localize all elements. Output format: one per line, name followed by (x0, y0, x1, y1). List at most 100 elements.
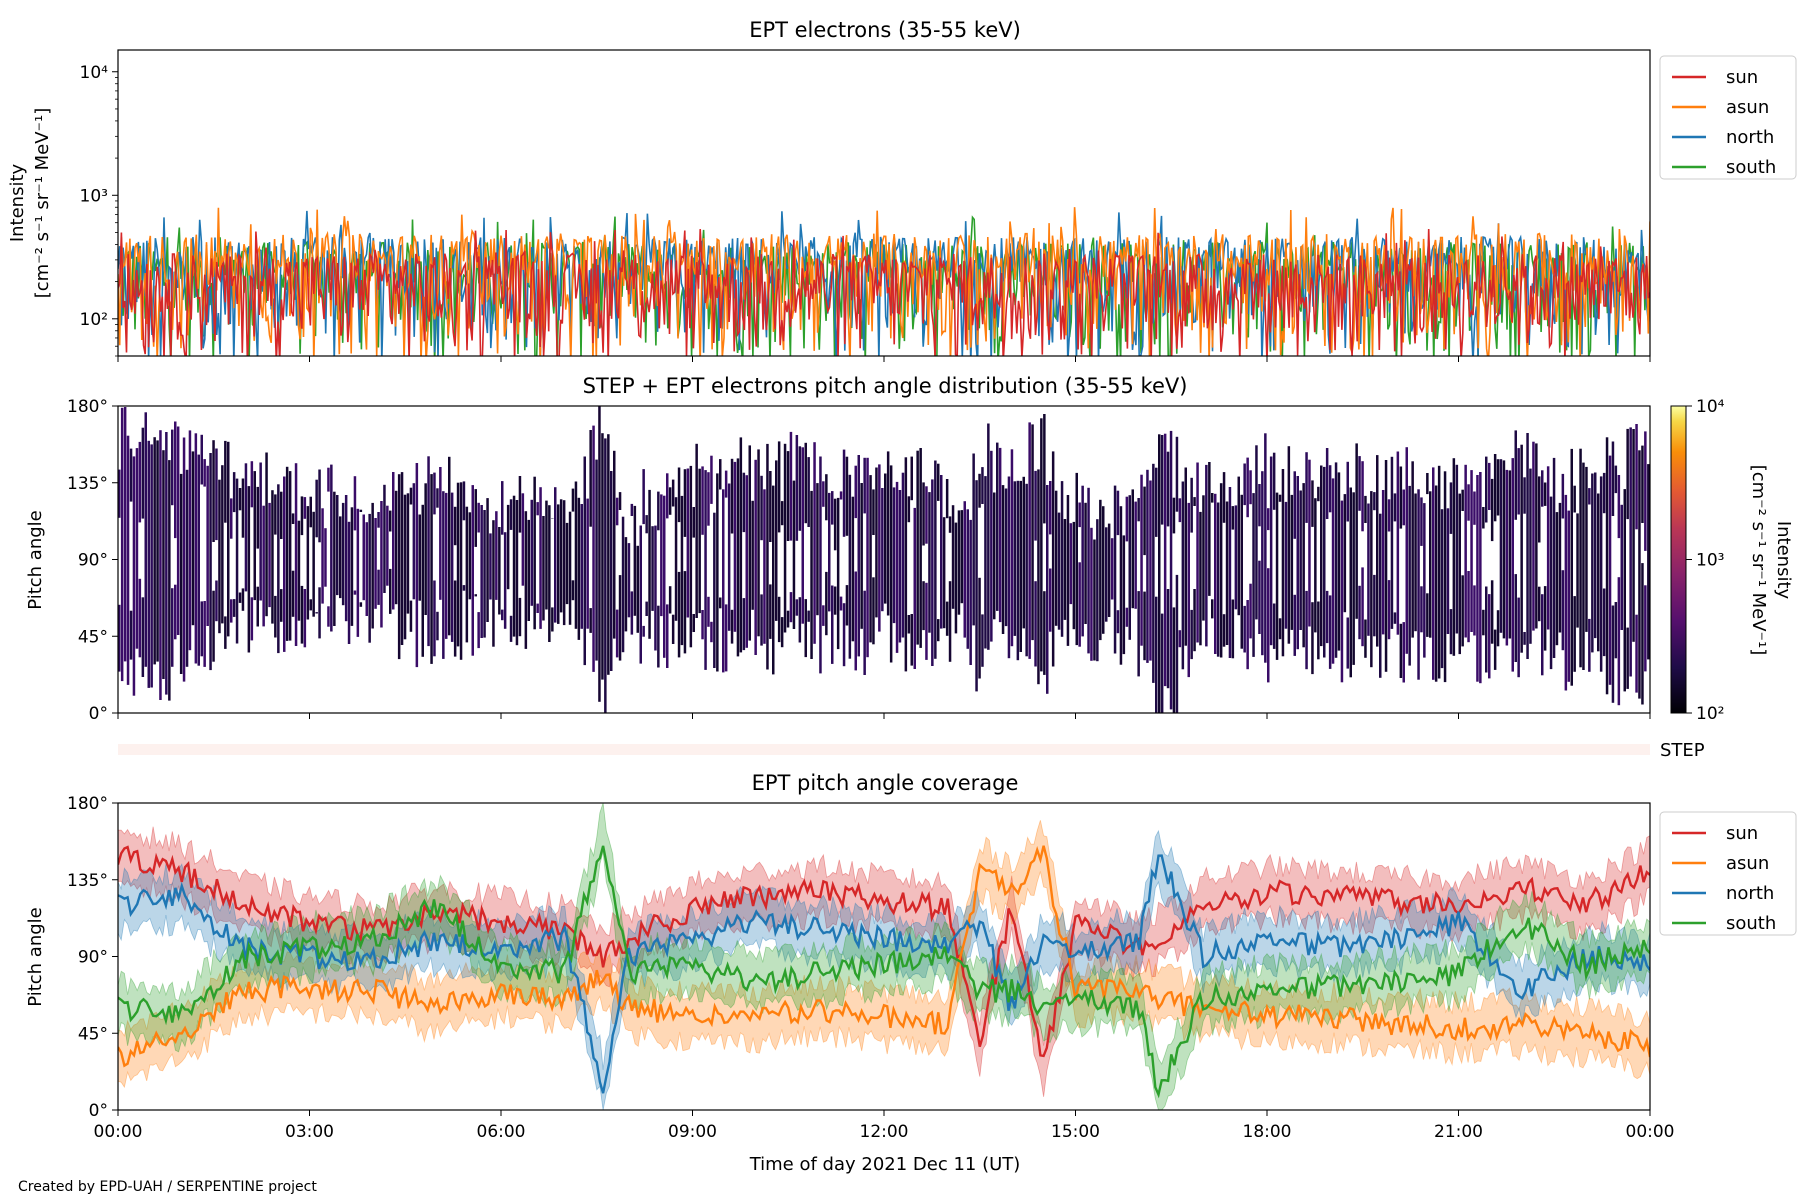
pad-cell (368, 514, 371, 643)
pad-cell (501, 610, 504, 621)
pad-cell (1282, 469, 1285, 656)
pad-cell (1034, 581, 1037, 666)
pad-cell (136, 448, 139, 649)
pad-cell (1388, 499, 1391, 531)
coverage-xlabel: Time of day 2021 Dec 11 (UT) (749, 1154, 1021, 1175)
pad-cell (946, 602, 949, 636)
pad-cell (589, 608, 592, 633)
pad-cell (990, 451, 993, 642)
pad-cell (192, 451, 195, 625)
pad-cell (1547, 466, 1550, 629)
pad-cell (760, 594, 763, 645)
pad-cell (1397, 452, 1400, 635)
pad-cell (1043, 414, 1046, 523)
pad-cell (684, 469, 687, 537)
pad-cell (510, 499, 513, 530)
pad-cell (1270, 457, 1273, 646)
pad-cell (1464, 465, 1467, 638)
pad-cell (121, 408, 124, 681)
pad-cell (1084, 503, 1087, 624)
pad-cell (713, 513, 716, 668)
pad-cell (749, 445, 752, 640)
pad-x-ticks (118, 713, 1650, 719)
pad-ytick-label: 90° (78, 551, 108, 571)
pad-cell (1211, 493, 1214, 503)
pad-cell (834, 499, 837, 551)
pad-cell (911, 614, 914, 666)
pad-cell (952, 505, 955, 609)
pad-cell (1491, 580, 1494, 643)
pad-cell (1305, 591, 1308, 669)
pad-cell (142, 428, 145, 519)
pad-cell (280, 492, 283, 539)
pad-cell (1108, 524, 1111, 617)
pad-cell (584, 457, 587, 666)
pad-cell (1120, 506, 1123, 665)
pad-cell (457, 483, 460, 647)
pad-cell (807, 457, 810, 527)
pad-cell (743, 598, 746, 650)
pad-cell (1190, 478, 1193, 533)
pad-cell (908, 496, 911, 522)
pad-cell (1467, 571, 1470, 642)
pad-cell (139, 442, 142, 523)
pad-cell (1258, 561, 1261, 634)
pad-cell (1243, 606, 1246, 653)
pad-cell (292, 571, 295, 617)
footer-credit: Created by EPD-UAH / SERPENTINE project (18, 1179, 317, 1195)
pad-cell (619, 492, 622, 510)
pad-cell (1532, 442, 1535, 631)
pad-cell (1485, 587, 1488, 673)
pad-cell (1276, 493, 1279, 660)
pad-cell (1188, 503, 1191, 677)
pad-cell (1379, 514, 1382, 678)
pad-title: STEP + EPT electrons pitch angle distrib… (583, 374, 1188, 398)
pad-cell (978, 578, 981, 679)
pad-cell (1137, 498, 1140, 521)
pad-cell (1117, 610, 1120, 633)
coverage-ytick-label: 0° (89, 1101, 108, 1121)
pad-cell (354, 591, 357, 595)
pad-cell (1146, 470, 1149, 663)
pad-cell (695, 444, 698, 618)
pad-cell (1193, 497, 1196, 506)
pad-cell (1202, 495, 1205, 620)
pad-cell (1588, 619, 1591, 672)
pad-cell (1034, 471, 1037, 541)
pad-cell (339, 516, 342, 598)
pad-cell (1612, 442, 1615, 517)
pad-cell (878, 464, 881, 631)
coverage-ytick-label: 135° (67, 871, 108, 891)
pad-cell (513, 496, 516, 637)
pad-cell (245, 463, 248, 591)
pad-cell (507, 505, 510, 589)
pad-cell (1591, 474, 1594, 653)
pad-cell (389, 511, 392, 532)
pad-cell (778, 441, 781, 532)
pad-cell (536, 604, 539, 613)
pad-cell (654, 526, 657, 651)
pad-cell (1061, 481, 1064, 637)
pad-cell (1615, 466, 1618, 494)
pad-cell (1073, 522, 1076, 629)
coverage-legend-label-asun: asun (1726, 853, 1769, 874)
pad-cell (1114, 486, 1117, 654)
pad-cell (961, 510, 964, 603)
pad-cell (657, 492, 660, 531)
pad-cell (1152, 464, 1155, 683)
pad-cell (769, 471, 772, 542)
pad-cell (622, 517, 625, 653)
coverage-xtick-label: 00:00 (1626, 1122, 1675, 1142)
pad-cell (159, 430, 162, 700)
pad-cell (899, 490, 902, 643)
pad-cell (1385, 460, 1388, 672)
pad-cell (1264, 433, 1267, 662)
pad-cell (834, 587, 837, 615)
coverage-xtick-label: 15:00 (1051, 1122, 1100, 1142)
pad-cell (725, 604, 728, 671)
pad-cell (678, 572, 681, 658)
pad-cell (174, 422, 177, 539)
pad-cell (975, 480, 978, 691)
pad-cell (589, 430, 592, 527)
